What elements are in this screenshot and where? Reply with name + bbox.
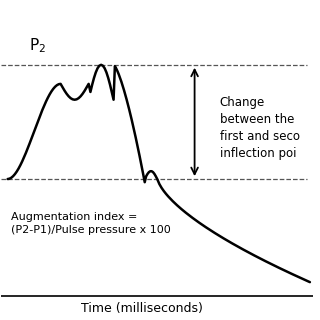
Text: Augmentation index =
(P2-P1)/Pulse pressure x 100: Augmentation index = (P2-P1)/Pulse press… (11, 212, 171, 235)
Text: P$_2$: P$_2$ (29, 36, 46, 55)
Text: Time (milliseconds): Time (milliseconds) (81, 302, 203, 316)
Text: Change
between the
first and seco
inflection poi: Change between the first and seco inflec… (220, 96, 300, 160)
